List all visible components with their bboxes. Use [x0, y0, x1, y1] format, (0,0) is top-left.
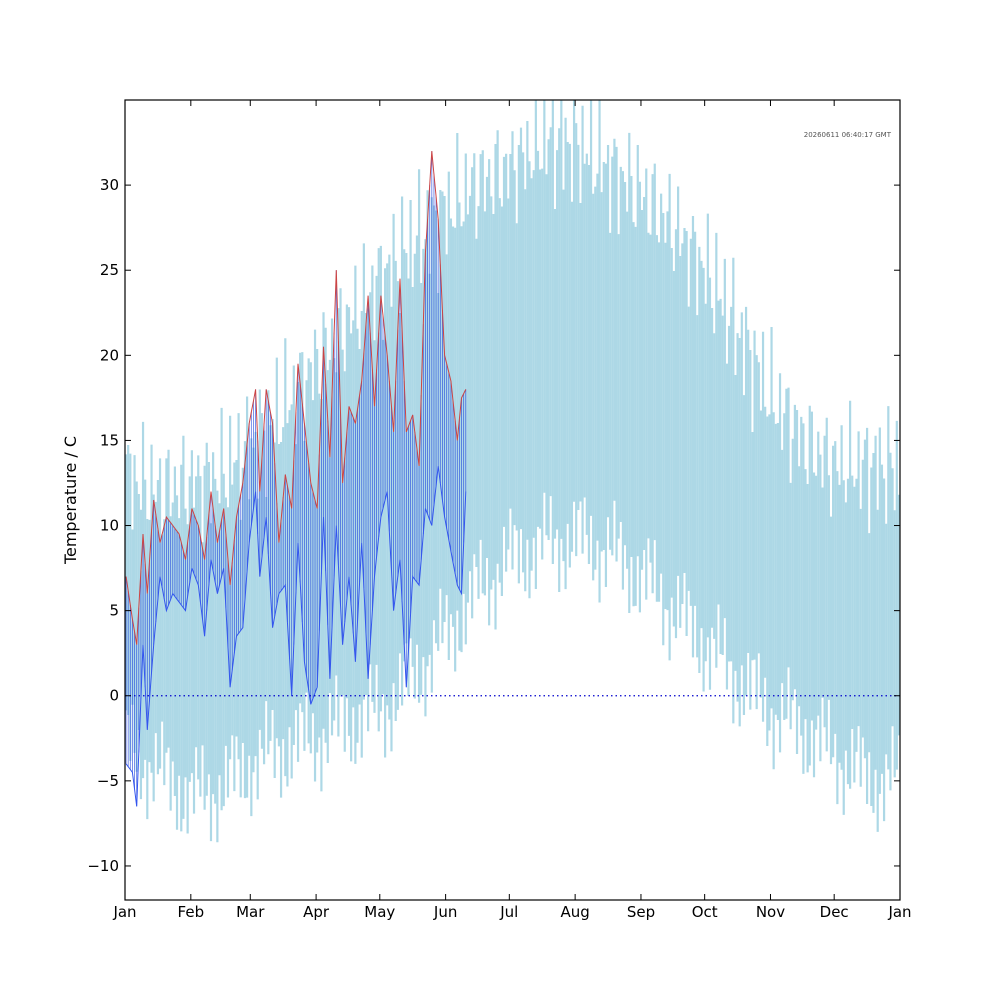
- y-tick-label: 20: [100, 346, 119, 364]
- y-tick-label: 25: [100, 261, 119, 279]
- x-tick-label: Aug: [560, 903, 589, 921]
- y-tick-label: −5: [97, 772, 119, 790]
- y-tick-label: 5: [109, 602, 119, 620]
- y-tick-label: 30: [100, 176, 119, 194]
- x-tick-label: Jan: [112, 903, 136, 921]
- x-tick-label: Nov: [756, 903, 785, 921]
- y-tick-label: 10: [100, 517, 119, 535]
- current-year-max-line: [125, 151, 467, 645]
- plot-area-frame: [124, 99, 901, 901]
- x-tick-label: Jun: [433, 903, 457, 921]
- x-tick-label: May: [364, 903, 395, 921]
- x-tick-label: Dec: [820, 903, 849, 921]
- x-tick-label: Oct: [692, 903, 718, 921]
- x-tick-label: Apr: [303, 903, 330, 921]
- x-tick-label: Jul: [499, 903, 518, 921]
- x-axis: Jan Feb Mar Apr May Jun Jul Aug Sep Oct Nov Dec Jan: [112, 100, 912, 921]
- y-axis: −10 −5 0 5 10 15 20 25 30: [87, 176, 900, 875]
- y-tick-label: 0: [109, 687, 119, 705]
- historical-range-bars: [124, 100, 901, 843]
- timestamp-label: 20260611 06:40:17 GMT: [804, 131, 892, 139]
- x-tick-label: Feb: [178, 903, 205, 921]
- x-tick-label: Mar: [236, 903, 265, 921]
- x-tick-label: Jan: [887, 903, 911, 921]
- y-tick-label: −10: [87, 857, 119, 875]
- x-tick-label: Sep: [627, 903, 655, 921]
- y-axis-label: Temperature / C: [61, 436, 80, 565]
- y-tick-label: 15: [100, 431, 119, 449]
- current-year-range-bars: [125, 151, 467, 807]
- current-year-min-line: [125, 465, 467, 807]
